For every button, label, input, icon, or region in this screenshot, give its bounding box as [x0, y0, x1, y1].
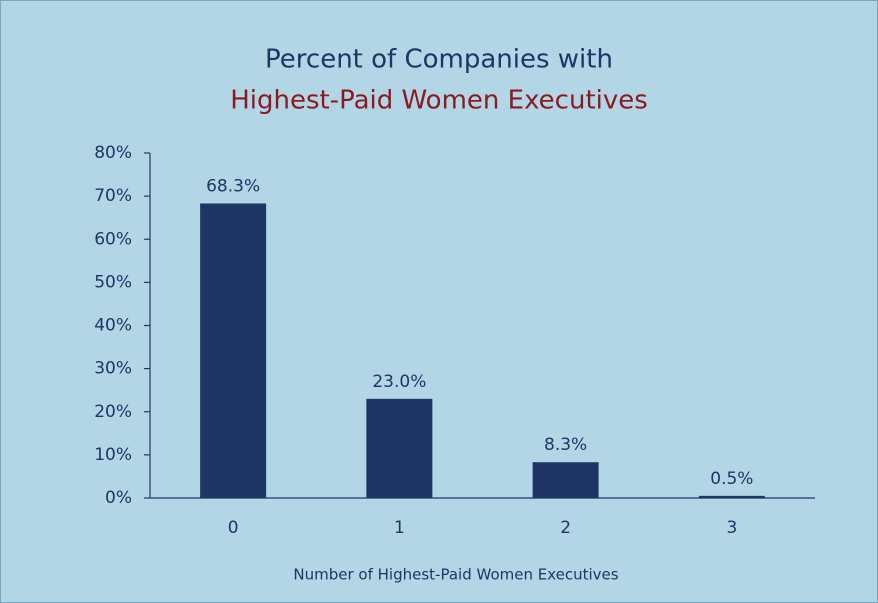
y-tick-label: 80% — [94, 143, 132, 163]
data-label: 68.3% — [206, 176, 260, 196]
bar — [532, 462, 599, 498]
x-tick-label: 3 — [726, 518, 737, 538]
y-tick-label: 10% — [94, 445, 132, 465]
x-axis-label: Number of Highest-Paid Women Executives — [293, 566, 618, 584]
y-tick-label: 60% — [94, 229, 132, 249]
x-tick-label: 1 — [394, 518, 405, 538]
x-tick-label: 0 — [228, 518, 239, 538]
chart-subtitle: Highest-Paid Women Executives — [230, 86, 648, 116]
data-label: 8.3% — [544, 435, 587, 455]
y-tick-label: 20% — [94, 402, 132, 422]
chart-title: Percent of Companies with — [265, 45, 613, 75]
x-tick-label: 2 — [560, 518, 571, 538]
data-label: 0.5% — [710, 469, 753, 489]
y-tick-label: 70% — [94, 186, 132, 206]
bar — [366, 398, 433, 498]
y-tick-label: 50% — [94, 272, 132, 292]
bar — [200, 203, 267, 499]
y-tick-label: 30% — [94, 359, 132, 379]
data-label: 23.0% — [372, 372, 426, 392]
y-tick-label: 0% — [105, 488, 132, 508]
bar — [698, 495, 765, 498]
y-tick-label: 40% — [94, 316, 132, 336]
